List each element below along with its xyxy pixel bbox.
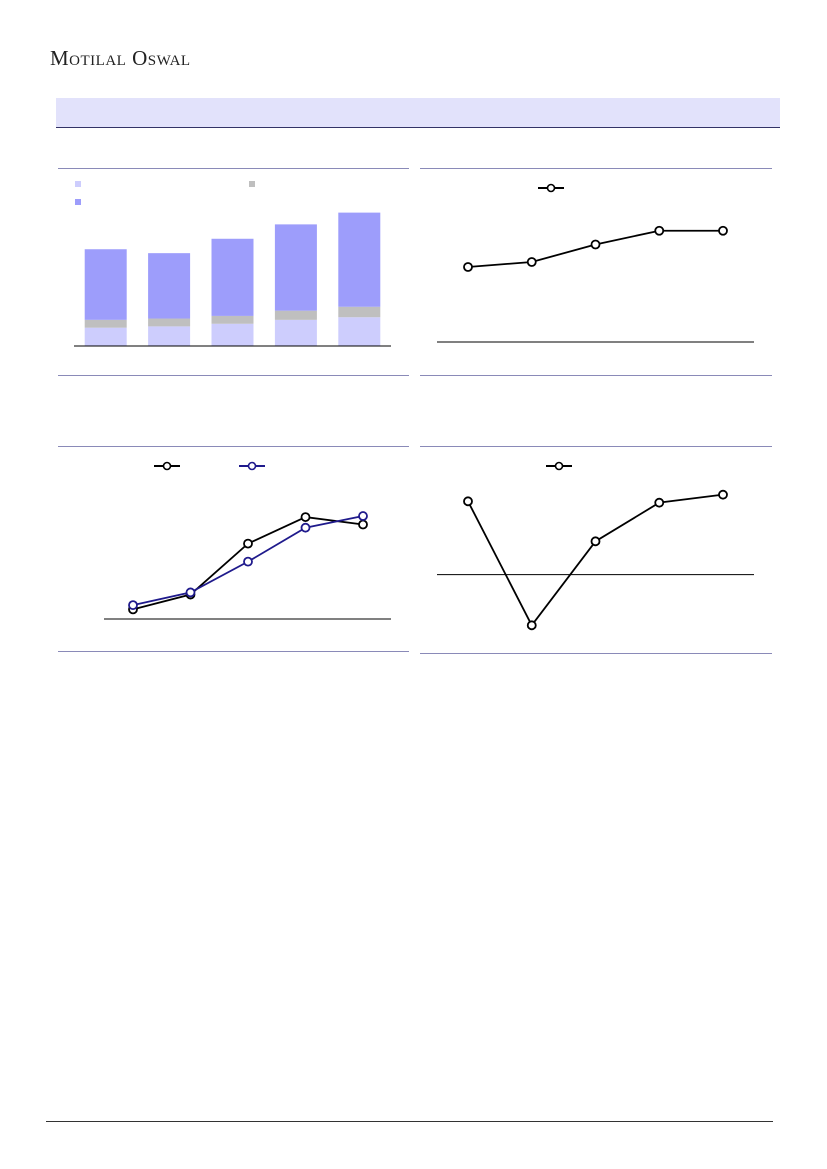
legend-marker-1 bbox=[546, 183, 556, 193]
series-1-point-3 bbox=[590, 239, 601, 250]
section-banner bbox=[56, 98, 780, 128]
bar-2-segment-3 bbox=[148, 253, 191, 319]
bar-5-segment-1 bbox=[338, 317, 381, 346]
legend-marker-1 bbox=[554, 461, 564, 471]
brand-second: Oswal bbox=[132, 46, 191, 70]
bar-4-segment-2 bbox=[274, 310, 317, 320]
rule-left-1 bbox=[58, 168, 409, 169]
series-1-point-1 bbox=[463, 262, 473, 272]
rule-left-4 bbox=[58, 651, 409, 652]
series-1-point-5 bbox=[358, 519, 368, 530]
series-1-point-3 bbox=[243, 538, 253, 549]
footer-rule bbox=[46, 1121, 773, 1122]
brand-logo: Motilal Oswal bbox=[50, 46, 191, 71]
brand-main: Motilal bbox=[50, 46, 127, 70]
bar-2-segment-2 bbox=[148, 318, 191, 327]
rule-right-3 bbox=[420, 446, 772, 447]
rule-left-3 bbox=[58, 446, 409, 447]
line-chart-bottom-right bbox=[437, 461, 754, 631]
series-1-point-4 bbox=[654, 497, 665, 508]
bar-4-segment-1 bbox=[274, 319, 317, 346]
bar-3-segment-2 bbox=[211, 315, 254, 324]
series-1-point-4 bbox=[654, 225, 665, 236]
rule-left-2 bbox=[58, 375, 409, 376]
legend-swatch-1 bbox=[75, 181, 81, 187]
series-2-point-2 bbox=[185, 587, 196, 598]
series-1-point-1 bbox=[463, 496, 473, 507]
rule-right-1 bbox=[420, 168, 772, 169]
legend-swatch-2 bbox=[249, 181, 255, 187]
legend-swatch-3 bbox=[75, 199, 81, 205]
series-2-point-5 bbox=[358, 511, 368, 521]
series-1-point-2 bbox=[526, 257, 537, 267]
series-2-point-1 bbox=[128, 600, 138, 611]
bar-5-segment-2 bbox=[338, 306, 381, 318]
series-2-point-3 bbox=[243, 556, 253, 567]
bar-1-segment-2 bbox=[84, 319, 127, 328]
legend-marker-1 bbox=[162, 461, 172, 471]
line-chart-top-right bbox=[437, 183, 754, 343]
series-1-point-5 bbox=[718, 489, 728, 500]
bar-1-segment-3 bbox=[84, 249, 127, 320]
bar-4-segment-3 bbox=[274, 224, 317, 311]
legend-marker-2 bbox=[247, 461, 257, 471]
bar-2-segment-1 bbox=[148, 326, 191, 346]
bar-1-segment-1 bbox=[84, 327, 127, 346]
series-1-point-5 bbox=[718, 225, 728, 236]
rule-right-2 bbox=[420, 375, 772, 376]
bar-5-segment-3 bbox=[338, 212, 381, 307]
series-1-point-2 bbox=[526, 620, 537, 631]
series-1-point-3 bbox=[590, 536, 601, 547]
series-1-line bbox=[467, 493, 724, 628]
series-2-point-4 bbox=[300, 522, 311, 533]
stacked-bar-chart bbox=[74, 181, 391, 347]
series-1-point-4 bbox=[300, 512, 311, 522]
bar-3-segment-1 bbox=[211, 323, 254, 346]
bar-3-segment-3 bbox=[211, 238, 254, 316]
line-chart-bottom-left bbox=[104, 461, 391, 620]
rule-right-4 bbox=[420, 653, 772, 654]
